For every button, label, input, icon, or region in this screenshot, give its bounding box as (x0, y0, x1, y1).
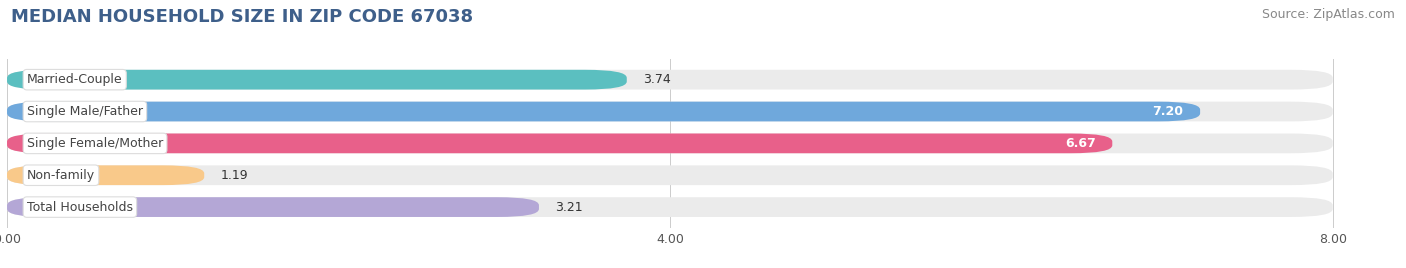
FancyBboxPatch shape (7, 70, 627, 90)
Text: 3.74: 3.74 (644, 73, 671, 86)
FancyBboxPatch shape (7, 197, 538, 217)
Text: Single Female/Mother: Single Female/Mother (27, 137, 163, 150)
FancyBboxPatch shape (7, 133, 1112, 153)
Text: Non-family: Non-family (27, 169, 96, 182)
Text: Single Male/Father: Single Male/Father (27, 105, 143, 118)
Text: 7.20: 7.20 (1153, 105, 1184, 118)
Text: MEDIAN HOUSEHOLD SIZE IN ZIP CODE 67038: MEDIAN HOUSEHOLD SIZE IN ZIP CODE 67038 (11, 8, 474, 26)
Text: 1.19: 1.19 (221, 169, 249, 182)
Text: Source: ZipAtlas.com: Source: ZipAtlas.com (1261, 8, 1395, 21)
Text: Married-Couple: Married-Couple (27, 73, 122, 86)
Text: 3.21: 3.21 (555, 200, 583, 214)
FancyBboxPatch shape (7, 165, 204, 185)
Text: Total Households: Total Households (27, 200, 134, 214)
FancyBboxPatch shape (7, 197, 1333, 217)
FancyBboxPatch shape (7, 70, 1333, 90)
FancyBboxPatch shape (7, 133, 1333, 153)
Text: 6.67: 6.67 (1064, 137, 1095, 150)
FancyBboxPatch shape (7, 102, 1201, 121)
FancyBboxPatch shape (7, 165, 1333, 185)
FancyBboxPatch shape (7, 102, 1333, 121)
